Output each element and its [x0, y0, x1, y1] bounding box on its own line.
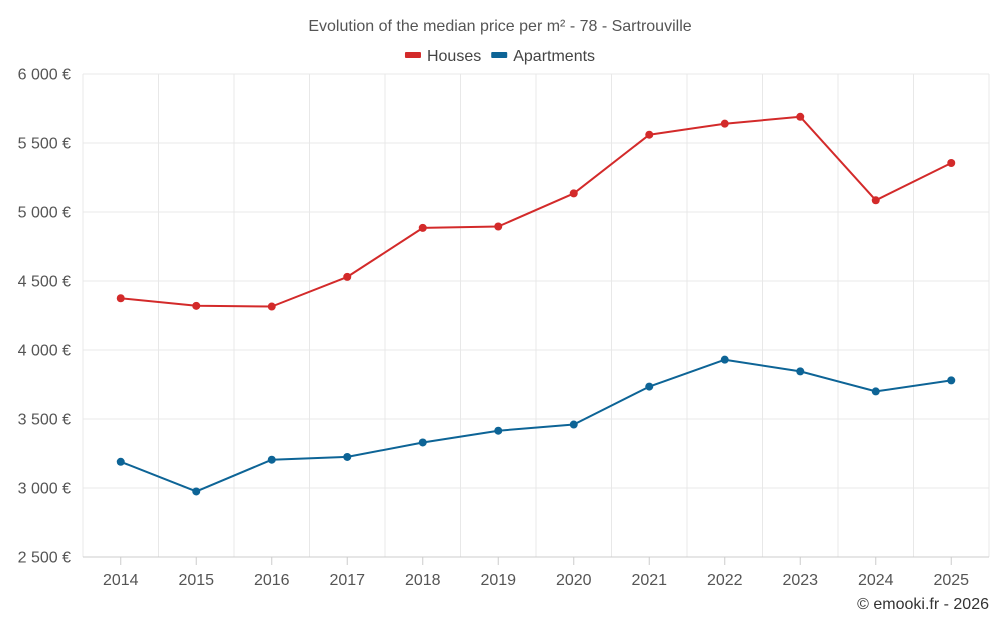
series-line-houses [120, 115, 952, 308]
x-tick-label: 2014 [103, 572, 139, 589]
data-point-apartments-2020 [569, 420, 578, 429]
data-point-houses-2018 [418, 223, 427, 232]
data-point-apartments-2023 [796, 367, 805, 376]
data-point-apartments-2022 [720, 355, 729, 364]
y-tick-label: 5 000 € [18, 205, 71, 222]
data-point-apartments-2014 [116, 457, 125, 466]
data-point-houses-2022 [720, 119, 729, 128]
x-tick-label: 2015 [178, 572, 214, 589]
legend-label-houses: Houses [427, 48, 481, 65]
legend-swatch-houses [404, 52, 421, 58]
data-point-apartments-2019 [494, 426, 503, 435]
y-tick-label: 4 500 € [18, 274, 71, 291]
data-point-houses-2014 [116, 294, 125, 303]
legend-swatch-apartments [491, 52, 508, 58]
data-point-houses-2015 [192, 301, 201, 310]
x-axis: 2014 2015 2016 2017 2018 2019 2020 2021 2022 2023… [83, 556, 989, 589]
x-tick-label: 2022 [707, 572, 743, 589]
y-tick-label: 4 000 € [18, 343, 71, 360]
x-tick-label: 2024 [858, 572, 894, 589]
legend-item-houses: Houses [404, 48, 481, 65]
x-tick-label: 2018 [405, 572, 441, 589]
data-point-houses-2016 [267, 302, 276, 311]
legend: Houses Apartments [404, 48, 595, 65]
data-point-houses-2023 [796, 112, 805, 121]
series-apartments [116, 355, 956, 496]
grid-lines [82, 73, 990, 557]
data-point-houses-2025 [947, 159, 956, 168]
y-tick-label: 3 000 € [18, 481, 71, 498]
data-point-houses-2017 [343, 272, 352, 281]
data-point-houses-2021 [645, 130, 654, 139]
x-tick-label: 2019 [480, 572, 516, 589]
y-tick-label: 6 000 € [18, 67, 71, 84]
data-point-houses-2020 [569, 189, 578, 198]
y-tick-label: 5 500 € [18, 136, 71, 153]
chart-title: Evolution of the median price per m² - 7… [308, 18, 691, 35]
series-line-apartments [120, 358, 952, 493]
data-point-houses-2024 [871, 196, 880, 205]
data-point-houses-2019 [494, 222, 503, 231]
data-point-apartments-2024 [871, 387, 880, 396]
credit-text: © emooki.fr - 2026 [857, 596, 989, 613]
x-tick-label: 2025 [933, 572, 969, 589]
y-axis: 2 500 € 3 000 € 3 500 € 4 000 € 4 500 € 5 000… [18, 67, 71, 567]
data-point-apartments-2021 [645, 382, 654, 391]
data-point-apartments-2016 [267, 455, 276, 464]
legend-label-apartments: Apartments [513, 48, 595, 65]
data-point-apartments-2018 [418, 438, 427, 447]
x-tick-label: 2016 [254, 572, 290, 589]
series-layer [116, 112, 956, 496]
x-tick-label: 2023 [782, 572, 818, 589]
data-point-apartments-2015 [192, 487, 201, 496]
data-point-apartments-2025 [947, 376, 956, 385]
y-tick-label: 2 500 € [18, 550, 71, 567]
x-tick-label: 2020 [556, 572, 592, 589]
x-tick-label: 2021 [631, 572, 667, 589]
x-tick-label: 2017 [329, 572, 365, 589]
series-houses [116, 112, 956, 311]
legend-item-apartments: Apartments [491, 48, 595, 65]
y-tick-label: 3 500 € [18, 412, 71, 429]
data-point-apartments-2017 [343, 452, 352, 461]
